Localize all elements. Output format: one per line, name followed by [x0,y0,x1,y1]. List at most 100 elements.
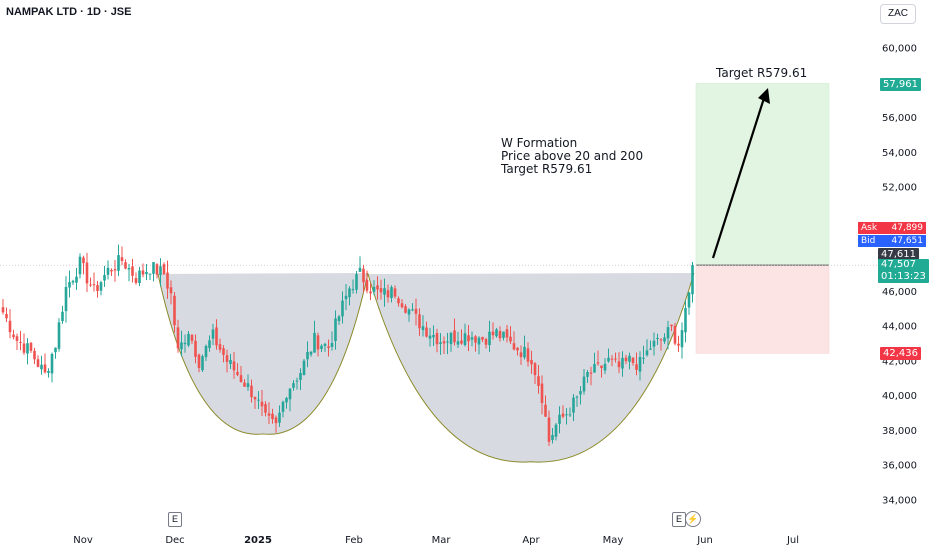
y-tick-label: 40,000 [882,391,917,402]
candle-body [103,274,106,281]
candle-body [337,316,341,322]
candle-body [78,256,82,275]
candle-body [684,308,687,333]
candle-body [253,396,257,400]
candle-body [383,288,386,295]
candle-body [138,270,141,283]
left-cup-curve [157,272,369,435]
candle-body [96,285,99,292]
candle-body [274,417,278,424]
candle-body [5,313,8,319]
candle-body [642,357,645,359]
candle-body [404,306,407,313]
candle-body [474,336,477,343]
candle-body [211,329,215,339]
candle-body [691,265,694,295]
candle-body [460,340,463,344]
candle-body [330,343,334,347]
candle-body [372,286,376,292]
candle-body [33,350,36,360]
annotation-line-1: W Formation [501,136,578,150]
candle-body [1,307,5,313]
candle-body [428,335,432,339]
candle-body [302,360,306,376]
candle-body [215,327,218,346]
candle-body [537,376,540,387]
candle-body [526,348,530,362]
candle-body [355,274,358,290]
candle-body [561,413,565,417]
candle-body [208,340,211,348]
candle-body [19,341,22,344]
candle-body [386,290,390,298]
candle-body [652,340,656,347]
candle-body [348,288,351,298]
candle-body [603,363,607,371]
currency-button[interactable]: ZAC [880,4,916,24]
candle-body [8,320,12,333]
candle-body [519,352,523,358]
candle-body [71,280,75,283]
candle-body [92,284,96,286]
candle-body [635,364,638,370]
prev-close-tag: 47,611 [878,248,919,261]
candle-body [306,351,309,360]
candle-body [393,288,397,297]
y-tick-label: 34,000 [882,496,917,507]
candle-body [607,357,610,362]
candle-body [204,345,208,358]
right-cup-curve [367,272,695,463]
candle-body [190,334,194,341]
x-tick-label: Jun [696,535,713,546]
last-price-value: 47,507 [881,259,916,270]
candle-body [113,269,117,271]
last-price-tag: 47,507 01:13:23 [878,259,929,283]
candle-body [134,278,138,283]
candle-body [544,404,547,417]
dividend-icon[interactable]: ⚡ [685,511,701,527]
candle-body [351,289,355,291]
candle-body [400,303,404,308]
y-tick-label: 52,000 [882,183,917,194]
candle-body [47,371,50,373]
candle-body [260,401,264,407]
candle-body [141,270,145,275]
candle-body [155,264,159,275]
candle-body [575,396,579,398]
stop-zone [695,264,830,354]
earnings-icon[interactable]: E [168,512,182,527]
candle-body [379,288,383,293]
candle-body [117,255,120,271]
candle-body [439,342,442,344]
stop-price-tag: 42,436 [880,347,921,360]
earnings-icon[interactable]: E [672,512,686,527]
candle-body [509,336,512,342]
candle-body [558,414,561,424]
y-tick-label: 56,000 [882,113,917,124]
x-tick-label: Mar [432,535,452,546]
candle-body [670,324,673,327]
candle-body [365,279,369,291]
ask-label: Ask [861,223,878,233]
candle-body [540,383,544,404]
y-tick-label: 42,000 [882,356,917,367]
candle-body [614,358,617,360]
y-tick-label: 60,000 [882,44,917,55]
candle-body [99,282,103,291]
ask-value: 47,899 [891,223,924,233]
candle-body [246,383,250,388]
candle-body [589,372,593,374]
candle-body [376,285,379,290]
candle-body [491,331,495,336]
candle-body [435,333,439,345]
candle-body [162,264,166,275]
candle-body [586,372,589,377]
candle-body [442,341,446,344]
candle-body [579,391,582,395]
candle-body [432,335,435,338]
candle-body [407,309,411,315]
candle-body [292,383,295,388]
candle-body [463,333,467,346]
y-tick-label: 44,000 [882,322,917,333]
